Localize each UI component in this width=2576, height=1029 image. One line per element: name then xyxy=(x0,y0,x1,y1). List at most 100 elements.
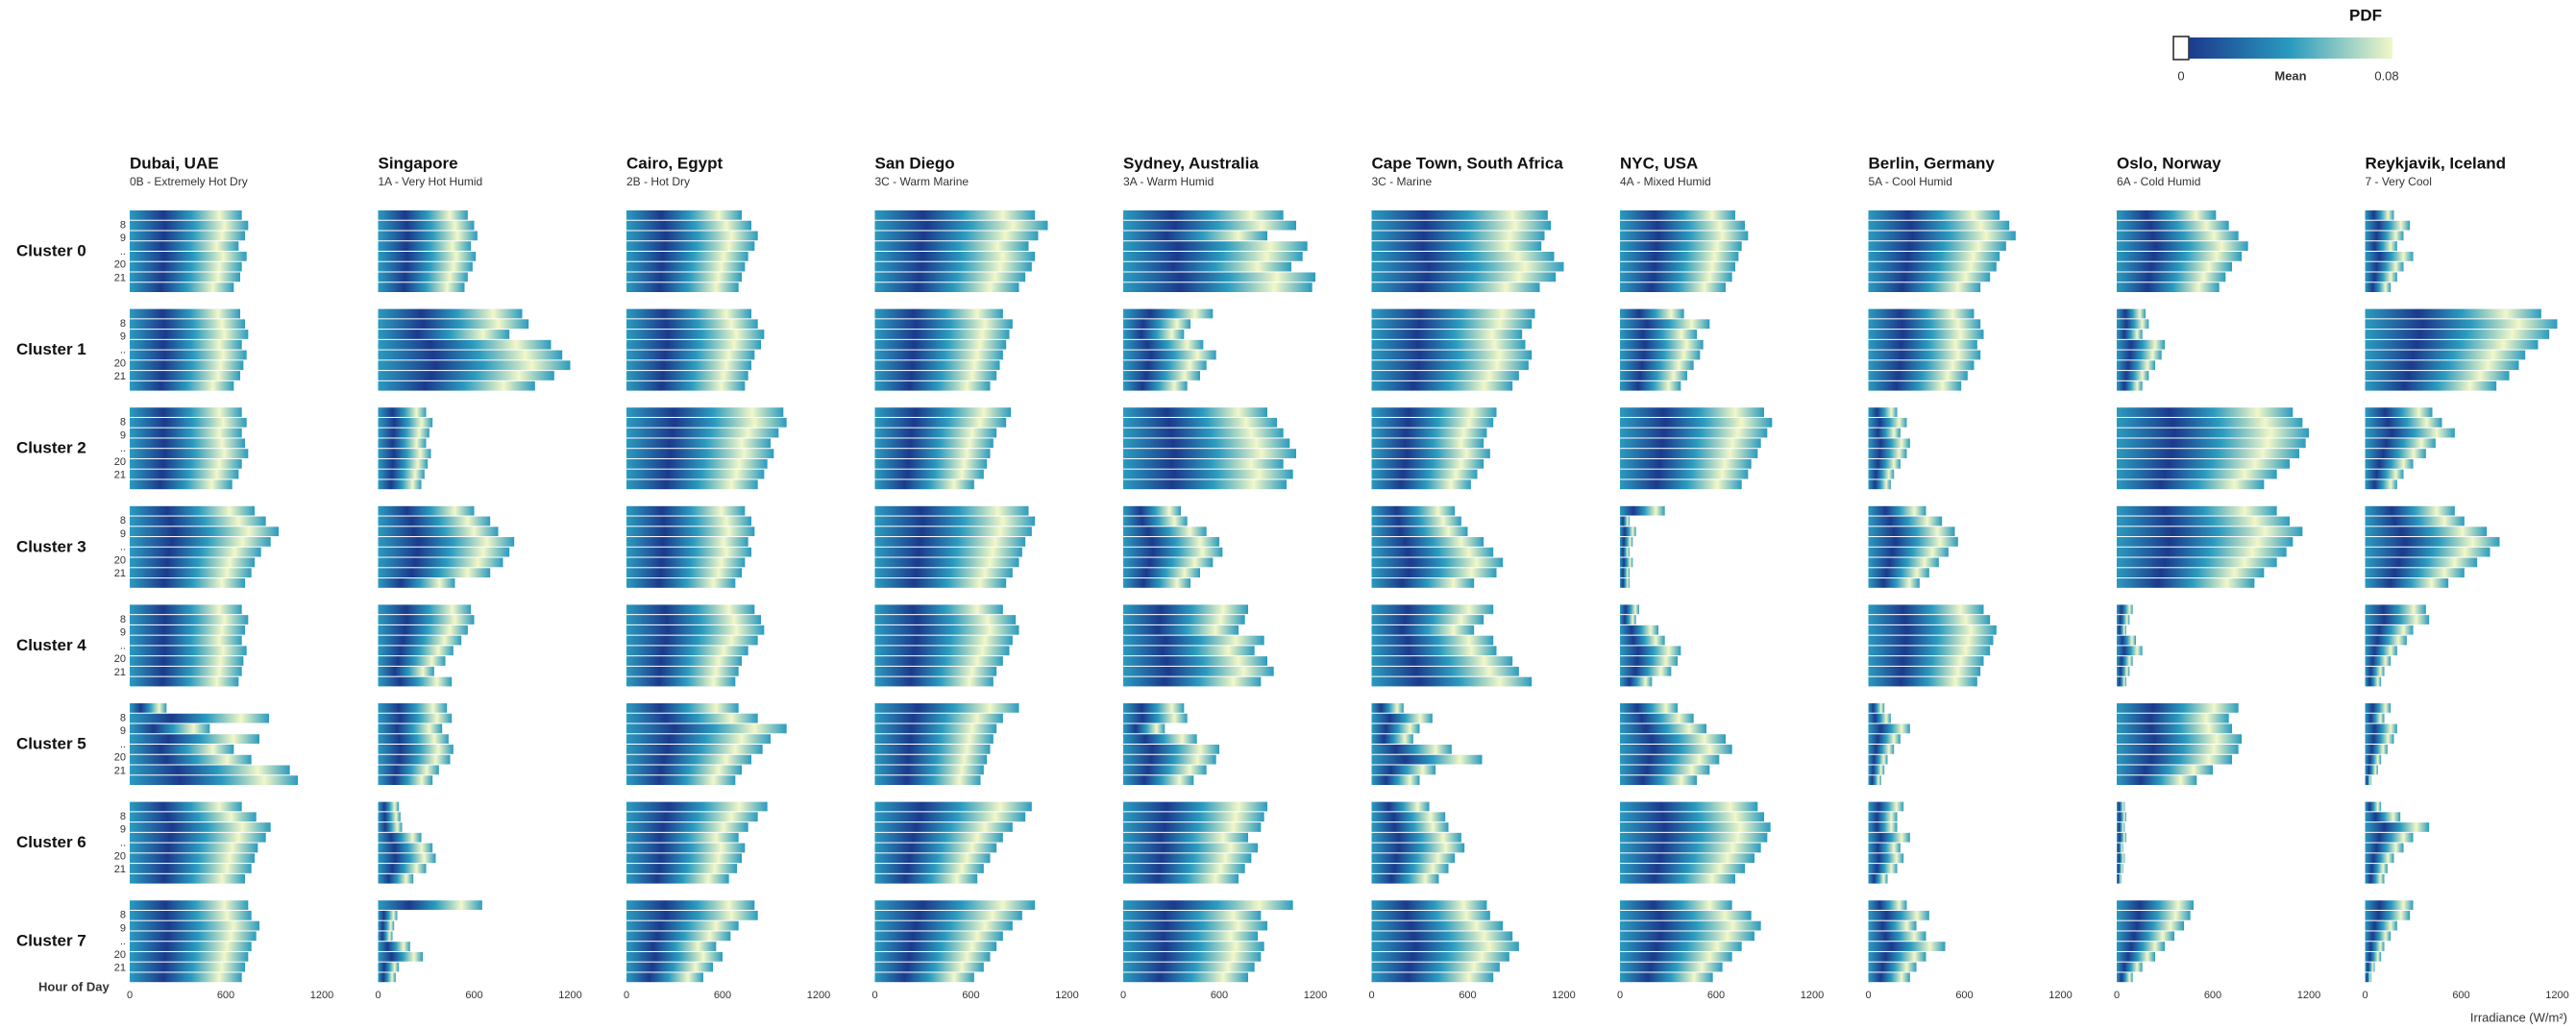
heatmap-row xyxy=(2365,864,2388,873)
heatmap-row xyxy=(1371,557,1504,568)
heatmap-row xyxy=(874,330,1010,339)
heatmap-row xyxy=(1123,449,1296,458)
hour-label: .. xyxy=(120,838,126,849)
city-name: Singapore xyxy=(379,154,458,172)
heatmap-row xyxy=(130,350,247,360)
heatmap-row xyxy=(1371,516,1461,527)
heatmap-row xyxy=(1620,272,1732,282)
heatmap-row xyxy=(1123,723,1165,734)
heatmap-row xyxy=(130,527,279,537)
heatmap-row xyxy=(2117,547,2287,557)
heatmap-row xyxy=(1868,666,1981,676)
heatmap-row xyxy=(130,972,242,983)
heatmap-row xyxy=(874,516,1036,527)
heatmap-row xyxy=(1123,261,1291,272)
heatmap-row xyxy=(130,568,252,578)
heatmap-row xyxy=(874,635,1013,646)
heatmap-row xyxy=(874,754,988,765)
heatmap-row xyxy=(130,469,239,479)
heatmap-row xyxy=(130,516,266,527)
heatmap-row xyxy=(130,962,245,972)
hour-label: .. xyxy=(120,936,126,947)
heatmap-row xyxy=(1371,282,1540,292)
heatmap-row xyxy=(1620,438,1761,449)
heatmap-row xyxy=(1868,272,1991,282)
heatmap-row xyxy=(1371,350,1533,360)
heatmap-row xyxy=(2365,282,2392,292)
heatmap-row xyxy=(1868,407,1898,417)
heatmap-row xyxy=(130,801,242,812)
heatmap-row xyxy=(378,330,510,339)
heatmap-row xyxy=(874,578,1007,588)
heatmap-row xyxy=(1123,853,1252,864)
heatmap-row xyxy=(1620,646,1681,656)
heatmap-row xyxy=(378,210,468,220)
heatmap-row xyxy=(1620,241,1742,251)
heatmap-row xyxy=(130,713,269,723)
heatmap-row xyxy=(378,843,433,853)
heatmap-row xyxy=(874,910,1022,920)
heatmap-row xyxy=(1868,765,1885,775)
heatmap-row xyxy=(626,527,755,537)
heatmap-row xyxy=(378,417,433,428)
heatmap-row xyxy=(2117,873,2122,884)
hour-label: 8 xyxy=(120,318,126,330)
heatmap-row xyxy=(2117,832,2126,843)
heatmap-row xyxy=(2117,801,2125,812)
heatmap-row xyxy=(1620,604,1639,615)
heatmap-row xyxy=(874,505,1029,516)
heatmap-row xyxy=(874,380,991,391)
heatmap-row xyxy=(1371,578,1475,588)
heatmap-row xyxy=(2117,261,2232,272)
heatmap-row xyxy=(1371,272,1557,282)
heatmap-row xyxy=(2117,864,2123,873)
heatmap-row xyxy=(626,822,748,832)
heatmap-row xyxy=(2117,479,2265,490)
heatmap-row xyxy=(378,635,462,646)
heatmap-row xyxy=(626,568,742,578)
heatmap-row xyxy=(130,578,245,588)
y-axis-label: Hour of Day xyxy=(38,979,110,993)
heatmap-row xyxy=(2365,713,2385,723)
heatmap-row xyxy=(378,438,427,449)
heatmap-row xyxy=(626,853,742,864)
colorbar xyxy=(2189,37,2392,59)
heatmap-row xyxy=(1123,666,1274,676)
heatmap-row xyxy=(378,656,446,666)
heatmap-row xyxy=(626,745,763,754)
heatmap-row xyxy=(1123,330,1185,339)
heatmap-row xyxy=(626,666,739,676)
heatmap-row xyxy=(2117,754,2232,765)
heatmap-row xyxy=(2117,505,2277,516)
heatmap-row xyxy=(1620,527,1636,537)
x-tick-label: 600 xyxy=(2452,990,2469,1001)
heatmap-row xyxy=(1620,864,1745,873)
heatmap-row xyxy=(2117,713,2229,723)
heatmap-row xyxy=(2117,210,2217,220)
heatmap-row xyxy=(1620,417,1773,428)
heatmap-row xyxy=(874,765,984,775)
heatmap-row xyxy=(2117,527,2303,537)
heatmap-row xyxy=(626,832,739,843)
heatmap-row xyxy=(130,479,233,490)
heatmap-row xyxy=(626,469,765,479)
heatmap-row xyxy=(2365,272,2397,282)
heatmap-row xyxy=(1868,252,2000,261)
heatmap-row xyxy=(2365,853,2394,864)
heatmap-row xyxy=(1868,282,1981,292)
heatmap-row xyxy=(2365,604,2426,615)
hour-label: 20 xyxy=(114,850,126,862)
heatmap-row xyxy=(626,428,779,438)
heatmap-row xyxy=(1620,458,1752,469)
heatmap-row xyxy=(626,339,761,350)
heatmap-row xyxy=(378,231,478,241)
heatmap-row xyxy=(378,308,523,319)
heatmap-row xyxy=(1123,557,1214,568)
heatmap-row xyxy=(130,308,240,319)
heatmap-row xyxy=(626,843,746,853)
heatmap-row xyxy=(626,479,758,490)
heatmap-row xyxy=(1868,920,1917,931)
heatmap-row xyxy=(1620,360,1694,371)
heatmap-row xyxy=(874,220,1048,231)
heatmap-row xyxy=(1620,428,1768,438)
